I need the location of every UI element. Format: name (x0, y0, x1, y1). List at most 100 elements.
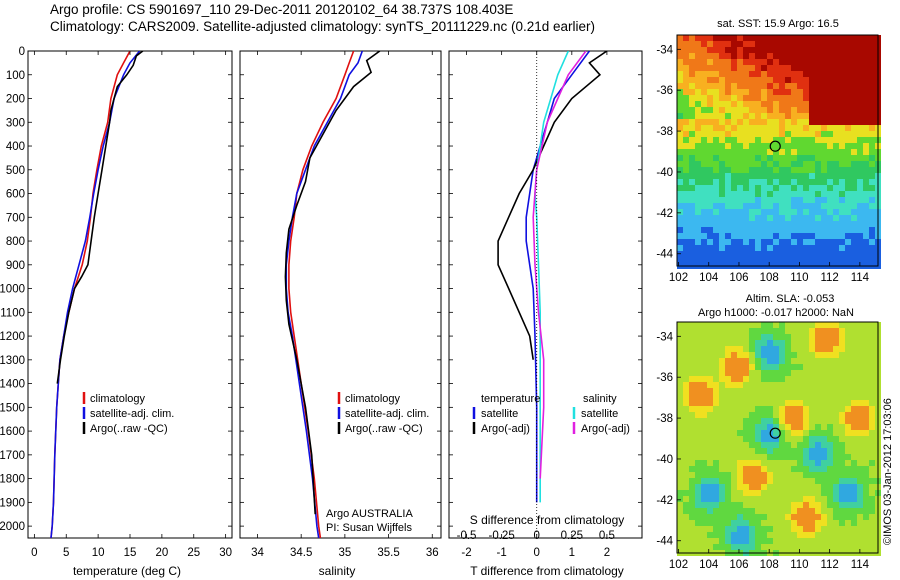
sst-heatmap-cell (809, 245, 815, 251)
sst-heatmap-cell (689, 233, 695, 239)
sla-heatmap-cell (749, 484, 755, 490)
sst-heatmap-cell (713, 257, 719, 263)
sst-heatmap-cell (767, 191, 773, 197)
sla-heatmap-cell (833, 376, 839, 382)
sla-heatmap-cell (851, 406, 857, 412)
sst-heatmap-cell (695, 47, 701, 53)
sst-heatmap-cell (713, 125, 719, 131)
sst-heatmap-cell (815, 35, 821, 41)
sst-heatmap-cell (839, 161, 845, 167)
sst-heatmap-cell (767, 101, 773, 107)
sla-heatmap-cell (839, 448, 845, 454)
sst-heatmap-cell (749, 71, 755, 77)
sst-heatmap-cell (869, 143, 875, 149)
sla-heatmap-cell (773, 490, 779, 496)
sst-heatmap-cell (731, 155, 737, 161)
sst-heatmap-cell (791, 191, 797, 197)
sst-heatmap-cell (755, 71, 761, 77)
x-tick-label: 30 (219, 547, 232, 559)
sla-heatmap-cell (785, 382, 791, 388)
sst-heatmap-cell (869, 137, 875, 143)
sla-heatmap-cell (767, 418, 773, 424)
sla-heatmap-cell (863, 376, 869, 382)
sst-heatmap-cell (845, 239, 851, 245)
sst-heatmap-cell (683, 119, 689, 125)
sst-heatmap-cell (779, 83, 785, 89)
sst-heatmap-cell (779, 239, 785, 245)
sst-heatmap-cell (743, 131, 749, 137)
sla-heatmap-cell (851, 532, 857, 538)
sla-heatmap-cell (773, 370, 779, 376)
sst-heatmap-cell (839, 77, 845, 83)
sst-heatmap-cell (833, 245, 839, 251)
sst-heatmap-cell (743, 59, 749, 65)
sst-heatmap-cell (863, 167, 869, 173)
sst-heatmap-cell (737, 125, 743, 131)
sst-heatmap-cell (749, 35, 755, 41)
sst-heatmap-cell (737, 137, 743, 143)
sla-heatmap-cell (863, 424, 869, 430)
sst-heatmap-cell (719, 71, 725, 77)
sst-heatmap-cell (833, 89, 839, 95)
sst-heatmap-cell (749, 53, 755, 59)
sla-heatmap-cell (785, 484, 791, 490)
sla-heatmap-cell (683, 502, 689, 508)
sst-heatmap-cell (797, 215, 803, 221)
sst-heatmap-cell (725, 143, 731, 149)
sst-heatmap-cell (695, 203, 701, 209)
sst-heatmap-cell (797, 119, 803, 125)
sst-heatmap-cell (809, 209, 815, 215)
sst-heatmap-cell (773, 209, 779, 215)
sst-heatmap-cell (809, 179, 815, 185)
sst-heatmap-cell (797, 167, 803, 173)
sla-heatmap-cell (821, 334, 827, 340)
sla-heatmap-cell (797, 382, 803, 388)
sst-heatmap-cell (743, 95, 749, 101)
sla-heatmap-cell (815, 340, 821, 346)
sla-heatmap-cell (851, 352, 857, 358)
sla-heatmap-cell (785, 430, 791, 436)
sla-heatmap-cell (791, 394, 797, 400)
sst-heatmap-cell (827, 125, 833, 131)
sst-heatmap-cell (809, 131, 815, 137)
sla-heatmap-cell (713, 358, 719, 364)
sla-heatmap-cell (773, 358, 779, 364)
sla-heatmap-cell (815, 466, 821, 472)
sla-heatmap-cell (677, 352, 683, 358)
sst-heatmap-cell (677, 41, 683, 47)
sst-heatmap-cell (851, 149, 857, 155)
sla-heatmap-cell (845, 424, 851, 430)
sst-heatmap-cell (755, 89, 761, 95)
sst-heatmap-cell (779, 209, 785, 215)
sla-heatmap-cell (767, 526, 773, 532)
sla-heatmap-cell (797, 352, 803, 358)
sst-heatmap-cell (797, 161, 803, 167)
sla-map-heatmap (677, 322, 881, 556)
sst-heatmap-cell (773, 179, 779, 185)
sla-heatmap-cell (713, 520, 719, 526)
sst-heatmap-cell (785, 137, 791, 143)
sst-heatmap-cell (683, 131, 689, 137)
sst-heatmap-cell (839, 125, 845, 131)
sst-heatmap-cell (773, 173, 779, 179)
sla-heatmap-cell (713, 328, 719, 334)
sla-heatmap-cell (785, 346, 791, 352)
sla-heatmap-cell (707, 412, 713, 418)
sst-heatmap-cell (707, 89, 713, 95)
sst-heatmap-cell (857, 227, 863, 233)
sla-heatmap-cell (869, 484, 875, 490)
sla-heatmap-cell (857, 394, 863, 400)
sst-heatmap-cell (725, 173, 731, 179)
sla-heatmap-cell (683, 340, 689, 346)
sla-heatmap-cell (695, 460, 701, 466)
sst-heatmap-cell (713, 71, 719, 77)
sst-heatmap-cell (839, 71, 845, 77)
series-line-climatology (50, 51, 131, 538)
sla-heatmap-cell (845, 370, 851, 376)
sla-heatmap-cell (677, 358, 683, 364)
sst-heatmap-cell (815, 53, 821, 59)
sla-heatmap-cell (767, 472, 773, 478)
sla-heatmap-cell (845, 472, 851, 478)
sst-heatmap-cell (797, 203, 803, 209)
sla-heatmap-cell (863, 448, 869, 454)
